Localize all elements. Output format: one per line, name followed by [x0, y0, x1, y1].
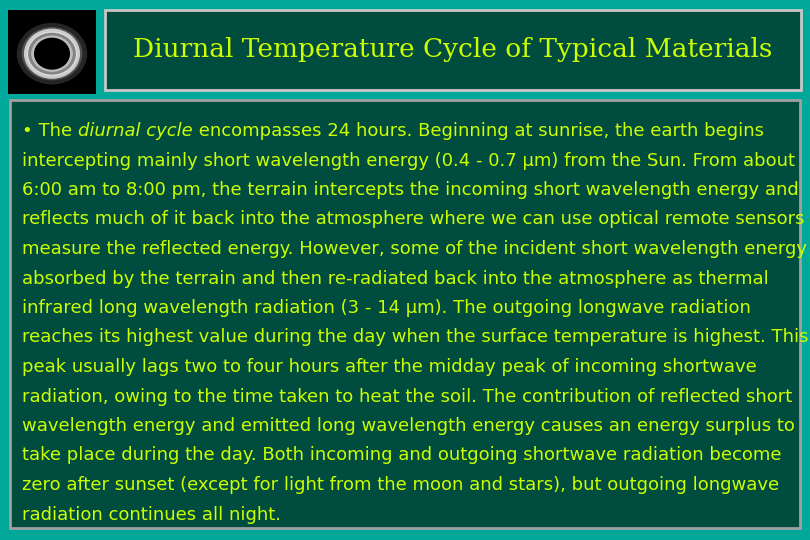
Ellipse shape — [22, 27, 83, 80]
Ellipse shape — [40, 44, 63, 64]
Text: diurnal cycle: diurnal cycle — [78, 122, 193, 140]
Text: reaches its highest value during the day when the surface temperature is highest: reaches its highest value during the day… — [22, 328, 808, 347]
Text: radiation continues all night.: radiation continues all night. — [22, 505, 281, 523]
Text: wavelength energy and emitted long wavelength energy causes an energy surplus to: wavelength energy and emitted long wavel… — [22, 417, 795, 435]
Ellipse shape — [32, 36, 73, 72]
Text: peak usually lags two to four hours after the midday peak of incoming shortwave: peak usually lags two to four hours afte… — [22, 358, 757, 376]
Text: reflects much of it back into the atmosphere where we can use optical remote sen: reflects much of it back into the atmosp… — [22, 211, 810, 228]
Text: • The: • The — [22, 122, 78, 140]
Ellipse shape — [27, 31, 78, 76]
Text: radiation, owing to the time taken to heat the soil. The contribution of reflect: radiation, owing to the time taken to he… — [22, 388, 792, 406]
Text: absorbed by the terrain and then re-radiated back into the atmosphere as thermal: absorbed by the terrain and then re-radi… — [22, 269, 769, 287]
Bar — [105, 10, 801, 90]
Ellipse shape — [36, 39, 68, 68]
Text: encompasses 24 hours. Beginning at sunrise, the earth begins: encompasses 24 hours. Beginning at sunri… — [193, 122, 764, 140]
Bar — [10, 100, 800, 528]
Text: zero after sunset (except for light from the moon and stars), but outgoing longw: zero after sunset (except for light from… — [22, 476, 779, 494]
Text: Diurnal Temperature Cycle of Typical Materials: Diurnal Temperature Cycle of Typical Mat… — [134, 37, 773, 63]
Text: intercepting mainly short wavelength energy (0.4 - 0.7 μm) from the Sun. From ab: intercepting mainly short wavelength ene… — [22, 152, 795, 170]
Text: measure the reflected energy. However, some of the incident short wavelength ene: measure the reflected energy. However, s… — [22, 240, 810, 258]
Text: 6:00 am to 8:00 pm, the terrain intercepts the incoming short wavelength energy : 6:00 am to 8:00 pm, the terrain intercep… — [22, 181, 799, 199]
Text: infrared long wavelength radiation (3 - 14 μm). The outgoing longwave radiation: infrared long wavelength radiation (3 - … — [22, 299, 751, 317]
Ellipse shape — [34, 38, 70, 70]
Bar — [8, 10, 96, 94]
Ellipse shape — [17, 23, 87, 84]
Text: take place during the day. Both incoming and outgoing shortwave radiation become: take place during the day. Both incoming… — [22, 447, 782, 464]
